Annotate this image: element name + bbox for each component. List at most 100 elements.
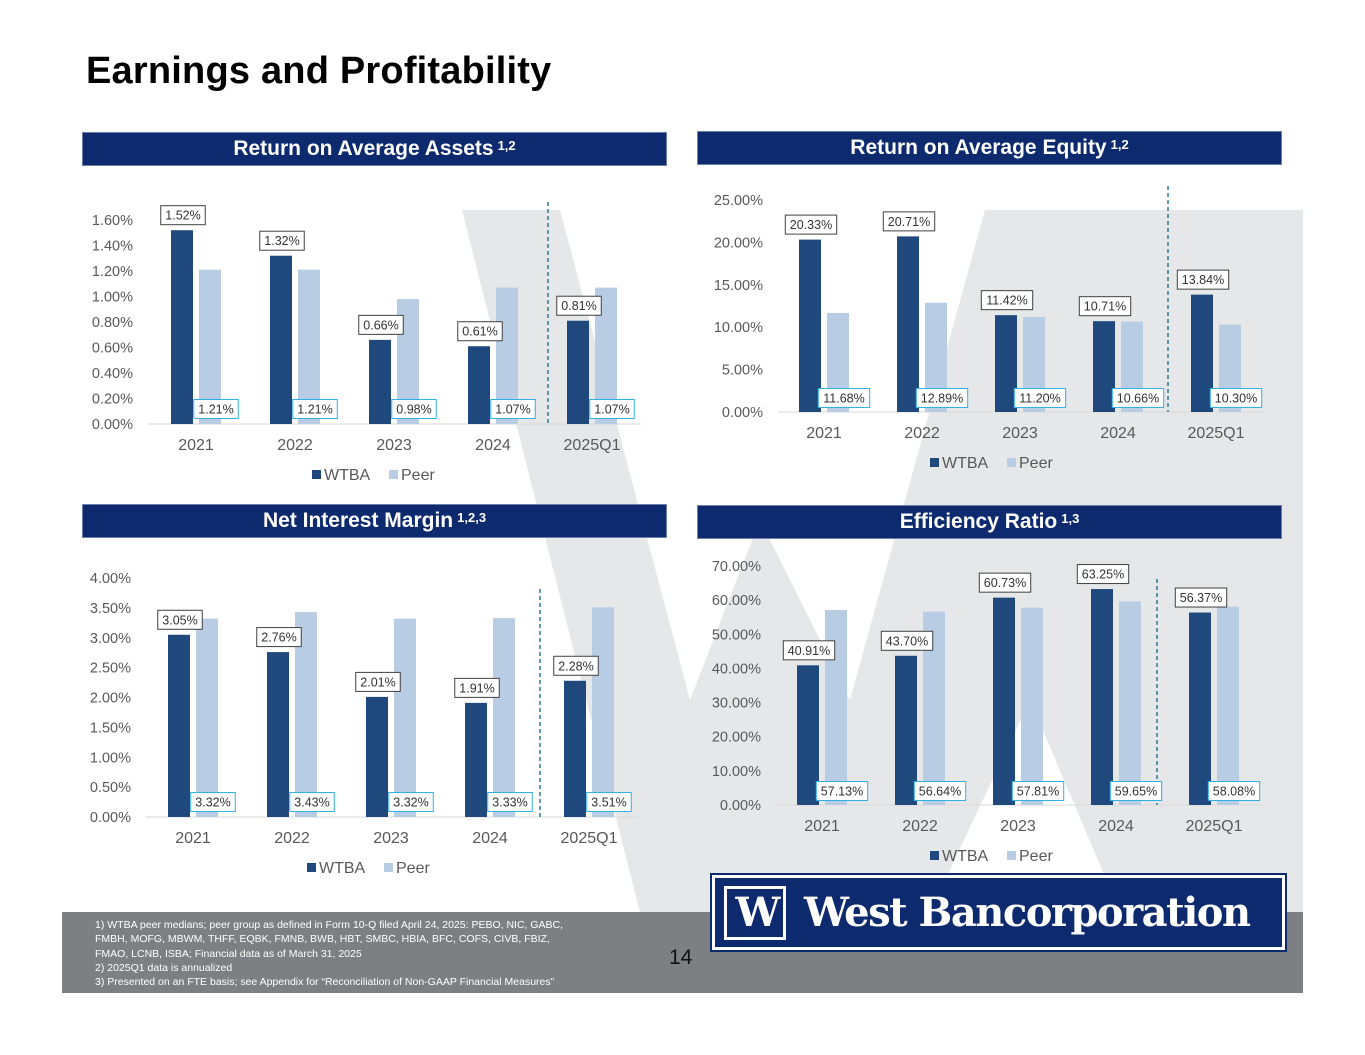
eff-banner-title: Efficiency Ratio (899, 510, 1058, 533)
wtba-data-label-text: 2.28% (558, 659, 593, 673)
peer-data-label-box (1109, 781, 1163, 801)
legend-wtba-swatch (307, 863, 316, 872)
peer-data-label-text: 57.13% (821, 785, 863, 799)
peer-data-label: 10.66% (1111, 388, 1165, 408)
peer-data-label-box (190, 792, 236, 812)
y-tick-label: 1.00% (92, 290, 133, 306)
roae-banner-sup: 1,2 (1110, 136, 1129, 152)
y-tick-label: 0.00% (722, 405, 763, 421)
legend-peer-swatch (384, 863, 393, 872)
wtba-bar (895, 655, 917, 805)
wtba-bar (897, 236, 919, 412)
peer-bar (1021, 607, 1043, 805)
wtba-data-label-box (256, 627, 302, 648)
wtba-data-label: 40.91% (782, 640, 836, 661)
x-tick-label: 2022 (277, 437, 313, 454)
wtba-data-label-box (157, 609, 203, 630)
peer-bar (199, 269, 221, 424)
legend-peer-swatch (1007, 851, 1016, 860)
page-title: Earnings and Profitability (86, 50, 552, 92)
peer-data-label: 10.30% (1209, 388, 1263, 408)
wtba-bar (1191, 294, 1213, 412)
peer-data-label-box (1013, 388, 1067, 408)
footnote-line: FMBH, MOFG, MBWM, THFF, EQBK, FMNB, BWB,… (95, 933, 550, 946)
y-tick-label: 3.50% (90, 601, 131, 617)
y-tick-label: 0.20% (92, 392, 133, 408)
y-tick-label: 1.50% (90, 720, 131, 736)
peer-data-label-text: 10.66% (1117, 392, 1159, 406)
roae-banner: Return on Average Equity 1,2 (697, 131, 1282, 165)
peer-data-label: 11.68% (817, 388, 871, 408)
peer-bar (925, 302, 947, 412)
peer-bar (1217, 606, 1239, 805)
peer-data-label-text: 1.07% (594, 403, 629, 417)
peer-data-label-box (1207, 781, 1261, 801)
x-tick-label: 2023 (1002, 425, 1038, 442)
peer-data-label-box (490, 399, 536, 419)
wtba-data-label: 1.32% (259, 230, 305, 251)
peer-data-label: 57.13% (815, 781, 869, 801)
wtba-data-label-text: 40.91% (788, 644, 830, 658)
legend-wtba-swatch (312, 470, 321, 479)
y-tick-label: 20.00% (714, 235, 763, 251)
wtba-data-label-text: 0.81% (561, 299, 596, 313)
y-tick-label: 4.00% (90, 571, 131, 587)
peer-data-label-box (1111, 388, 1165, 408)
y-tick-label: 1.40% (92, 239, 133, 255)
peer-data-label-box (292, 399, 338, 419)
wtba-data-label: 20.33% (784, 214, 838, 235)
footnotes: 1) WTBA peer medians; peer group as defi… (95, 918, 655, 989)
peer-data-label-text: 59.65% (1115, 785, 1157, 799)
y-tick-label: 0.40% (92, 366, 133, 382)
wtba-bar (171, 230, 193, 424)
peer-bar (493, 618, 515, 817)
wtba-data-label-box (1076, 564, 1130, 585)
peer-bar (827, 312, 849, 412)
wtba-data-label: 1.91% (454, 677, 500, 698)
wtba-data-label-box (553, 655, 599, 676)
peer-data-label-box (391, 399, 437, 419)
wtba-data-label-box (784, 214, 838, 235)
peer-data-label-box (815, 781, 869, 801)
legend-wtba-swatch (930, 851, 939, 860)
peer-data-label: 58.08% (1207, 781, 1261, 801)
y-tick-label: 0.50% (90, 780, 131, 796)
wtba-data-label-box (556, 295, 602, 316)
x-tick-label: 2022 (902, 818, 938, 835)
wtba-data-label-box (1078, 296, 1132, 317)
wtba-data-label: 0.81% (556, 295, 602, 316)
peer-data-label-text: 3.51% (591, 796, 626, 810)
wtba-data-label: 1.52% (160, 205, 206, 226)
roaa-banner-title: Return on Average Assets (233, 137, 494, 160)
wtba-data-label-box (782, 640, 836, 661)
y-tick-label: 1.20% (92, 264, 133, 280)
peer-data-label: 1.07% (490, 399, 536, 419)
wtba-bar (1093, 321, 1115, 412)
legend-wtba-label: WTBA (324, 467, 371, 484)
wtba-data-label-box (355, 671, 401, 692)
x-tick-label: 2025Q1 (564, 437, 621, 454)
x-tick-label: 2021 (804, 818, 840, 835)
peer-data-label: 59.65% (1109, 781, 1163, 801)
wtba-bar (797, 665, 819, 805)
y-tick-label: 15.00% (714, 278, 763, 294)
wtba-bar (366, 696, 388, 817)
wtba-data-label-box (880, 630, 934, 651)
wtba-data-label-box (978, 572, 1032, 593)
logo-wordmark: West Bancorporation (804, 889, 1251, 936)
peer-bar (295, 612, 317, 817)
wtba-data-label-box (454, 677, 500, 698)
legend-peer-label: Peer (401, 467, 435, 484)
roaa-banner-sup: 1,2 (497, 137, 516, 153)
wtba-bar (567, 320, 589, 424)
peer-bar (196, 618, 218, 817)
peer-data-label-box (817, 388, 871, 408)
peer-data-label: 3.33% (487, 792, 533, 812)
y-tick-label: 50.00% (712, 627, 761, 643)
y-tick-label: 20.00% (712, 730, 761, 746)
y-tick-label: 0.80% (92, 315, 133, 331)
wtba-bar (168, 634, 190, 817)
x-tick-label: 2021 (806, 425, 842, 442)
